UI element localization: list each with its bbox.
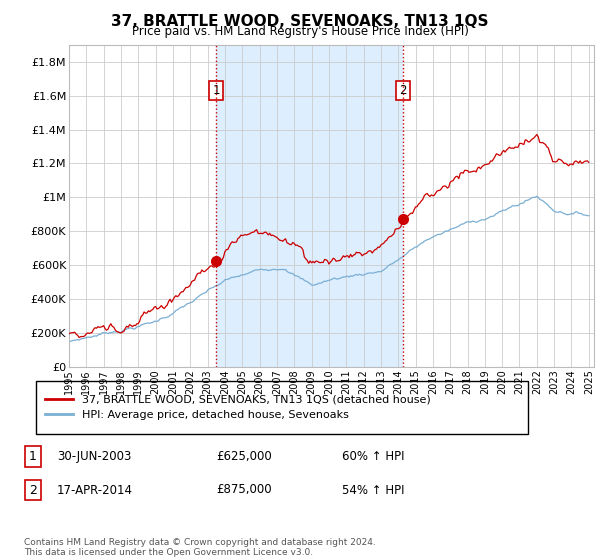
Text: £875,000: £875,000: [216, 483, 272, 497]
Legend: 37, BRATTLE WOOD, SEVENOAKS, TN13 1QS (detached house), HPI: Average price, deta: 37, BRATTLE WOOD, SEVENOAKS, TN13 1QS (d…: [41, 390, 435, 424]
Text: 1: 1: [29, 450, 37, 463]
Text: 37, BRATTLE WOOD, SEVENOAKS, TN13 1QS: 37, BRATTLE WOOD, SEVENOAKS, TN13 1QS: [111, 14, 489, 29]
Text: 1: 1: [212, 84, 220, 97]
Text: 30-JUN-2003: 30-JUN-2003: [57, 450, 131, 463]
Text: 2: 2: [400, 84, 407, 97]
Text: Price paid vs. HM Land Registry's House Price Index (HPI): Price paid vs. HM Land Registry's House …: [131, 25, 469, 38]
Text: 60% ↑ HPI: 60% ↑ HPI: [342, 450, 404, 463]
Text: 54% ↑ HPI: 54% ↑ HPI: [342, 483, 404, 497]
Text: 17-APR-2014: 17-APR-2014: [57, 483, 133, 497]
Text: 2: 2: [29, 483, 37, 497]
Text: Contains HM Land Registry data © Crown copyright and database right 2024.
This d: Contains HM Land Registry data © Crown c…: [24, 538, 376, 557]
Text: £625,000: £625,000: [216, 450, 272, 463]
Bar: [216, 45, 403, 367]
